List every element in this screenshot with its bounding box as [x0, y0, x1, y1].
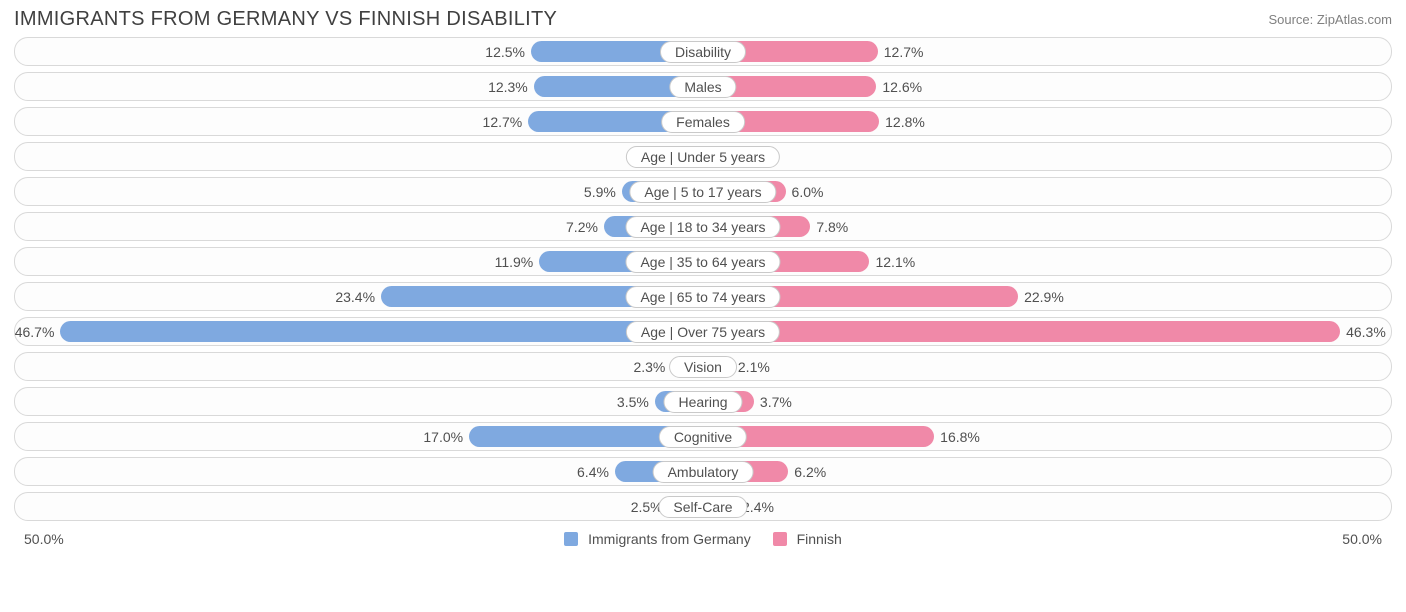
category-pill: Males — [669, 76, 736, 98]
value-right: 12.8% — [879, 108, 939, 135]
value-right: 2.1% — [732, 353, 792, 380]
value-right: 12.1% — [869, 248, 929, 275]
chart-footer: 50.0% Immigrants from Germany Finnish 50… — [0, 527, 1406, 551]
category-pill: Ambulatory — [653, 461, 754, 483]
value-left: 11.9% — [479, 248, 539, 275]
legend-swatch-left — [564, 532, 578, 546]
category-pill: Age | 5 to 17 years — [629, 181, 776, 203]
chart-legend: Immigrants from Germany Finnish — [564, 531, 842, 547]
value-left: 23.4% — [321, 283, 381, 310]
category-pill: Self-Care — [658, 496, 747, 518]
value-left: 7.2% — [544, 213, 604, 240]
chart-title: IMMIGRANTS FROM GERMANY VS FINNISH DISAB… — [14, 8, 557, 31]
category-pill: Age | Under 5 years — [626, 146, 780, 168]
value-right: 22.9% — [1018, 283, 1078, 310]
value-right: 6.0% — [786, 178, 846, 205]
value-left: 46.7% — [0, 318, 60, 345]
chart-row: 12.5% 12.7% Disability — [14, 37, 1392, 66]
value-right: 3.7% — [754, 388, 814, 415]
value-left: 5.9% — [562, 178, 622, 205]
value-right: 12.6% — [876, 73, 936, 100]
value-right: 7.8% — [810, 213, 870, 240]
chart-row: 11.9% 12.1% Age | 35 to 64 years — [14, 247, 1392, 276]
chart-row: 17.0% 16.8% Cognitive — [14, 422, 1392, 451]
axis-max-left: 50.0% — [24, 531, 64, 547]
chart-row: 2.3% 2.1%Vision — [14, 352, 1392, 381]
value-left: 12.5% — [471, 38, 531, 65]
chart-row: 3.5% 3.7% Hearing — [14, 387, 1392, 416]
legend-swatch-right — [773, 532, 787, 546]
legend-item-right: Finnish — [773, 531, 842, 547]
bar-left — [60, 321, 703, 342]
category-pill: Vision — [669, 356, 737, 378]
chart-row: 7.2% 7.8% Age | 18 to 34 years — [14, 212, 1392, 241]
category-pill: Age | Over 75 years — [626, 321, 780, 343]
chart-row: 23.4% 22.9% Age | 65 to 74 years — [14, 282, 1392, 311]
category-pill: Females — [661, 111, 745, 133]
value-right: 46.3% — [1340, 318, 1400, 345]
category-pill: Age | 65 to 74 years — [625, 286, 780, 308]
diverging-bar-chart: 12.5% 12.7% Disability 12.3% 12.6% Males 12.7%… — [0, 33, 1406, 521]
chart-row: 1.4%1.6%Age | Under 5 years — [14, 142, 1392, 171]
category-pill: Hearing — [663, 391, 742, 413]
value-right: 16.8% — [934, 423, 994, 450]
value-right: 6.2% — [788, 458, 848, 485]
category-pill: Disability — [660, 41, 746, 63]
value-left: 17.0% — [409, 423, 469, 450]
chart-row: 6.4% 6.2% Ambulatory — [14, 457, 1392, 486]
category-pill: Age | 35 to 64 years — [625, 251, 780, 273]
category-pill: Cognitive — [659, 426, 747, 448]
value-left: 3.5% — [595, 388, 655, 415]
legend-item-left: Immigrants from Germany — [564, 531, 750, 547]
legend-label-right: Finnish — [797, 531, 842, 547]
bar-right — [703, 321, 1340, 342]
chart-header: IMMIGRANTS FROM GERMANY VS FINNISH DISAB… — [0, 0, 1406, 33]
value-right: 12.7% — [878, 38, 938, 65]
value-left: 2.3% — [611, 353, 671, 380]
value-left: 6.4% — [555, 458, 615, 485]
axis-max-right: 50.0% — [1342, 531, 1382, 547]
chart-row: 5.9% 6.0% Age | 5 to 17 years — [14, 177, 1392, 206]
chart-source: Source: ZipAtlas.com — [1268, 12, 1392, 27]
value-left: 12.3% — [474, 73, 534, 100]
chart-row: 12.7% 12.8% Females — [14, 107, 1392, 136]
legend-label-left: Immigrants from Germany — [588, 531, 751, 547]
chart-row: 2.5%2.4%Self-Care — [14, 492, 1392, 521]
value-left: 12.7% — [468, 108, 528, 135]
chart-row: 12.3% 12.6% Males — [14, 72, 1392, 101]
chart-row: 46.7%46.3%Age | Over 75 years — [14, 317, 1392, 346]
category-pill: Age | 18 to 34 years — [625, 216, 780, 238]
